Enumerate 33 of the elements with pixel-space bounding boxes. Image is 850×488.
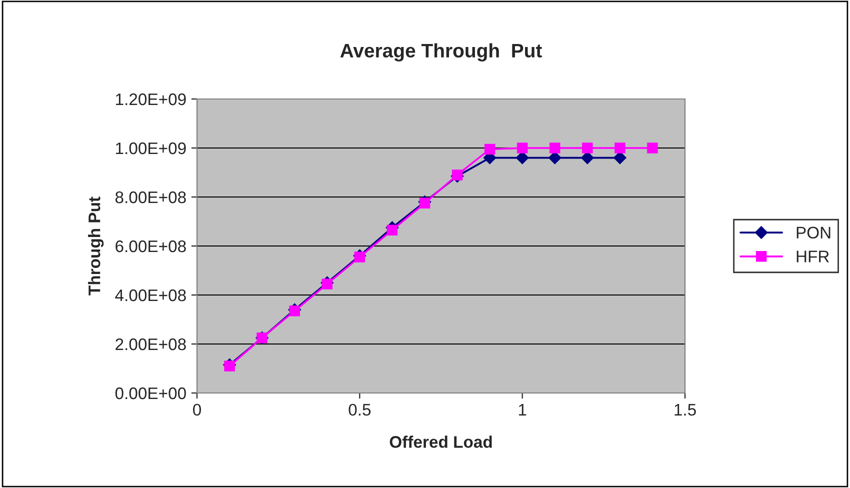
x-tick-label: 0 <box>193 404 201 416</box>
x-tick-label: 1 <box>518 404 526 416</box>
y-tick-label: 8.00E+08 <box>115 191 186 204</box>
x-tick-label: 1.5 <box>674 404 696 416</box>
legend-label: PON <box>796 226 830 239</box>
point <box>484 144 496 155</box>
y-axis-title: Through Put <box>88 196 104 296</box>
x-axis-title: Offered Load <box>390 436 492 448</box>
y-tick-label: 1.20E+09 <box>116 93 186 106</box>
point <box>322 278 333 290</box>
point <box>516 142 528 154</box>
point <box>354 252 366 262</box>
y-tick-label: 2.00E+08 <box>116 338 186 350</box>
y-tick-label: 6.00E+08 <box>116 240 186 252</box>
point <box>516 151 529 164</box>
point <box>614 142 626 154</box>
y-tick-label: 0.00E+00 <box>115 387 186 400</box>
point <box>452 170 463 180</box>
point <box>548 151 562 164</box>
point <box>549 142 560 154</box>
point <box>582 142 593 154</box>
point <box>289 306 300 316</box>
point <box>614 151 626 164</box>
x-tick-label: 0.5 <box>348 404 371 416</box>
point <box>647 142 658 154</box>
chart-title: Average Through Put <box>340 43 542 62</box>
point <box>386 224 398 236</box>
legend-label: HFR <box>796 250 829 262</box>
point <box>580 151 594 164</box>
point <box>224 360 235 372</box>
point <box>419 198 430 209</box>
y-tick-label: 1.00E+09 <box>116 142 186 154</box>
y-tick-label: 4.00E+08 <box>115 289 186 302</box>
